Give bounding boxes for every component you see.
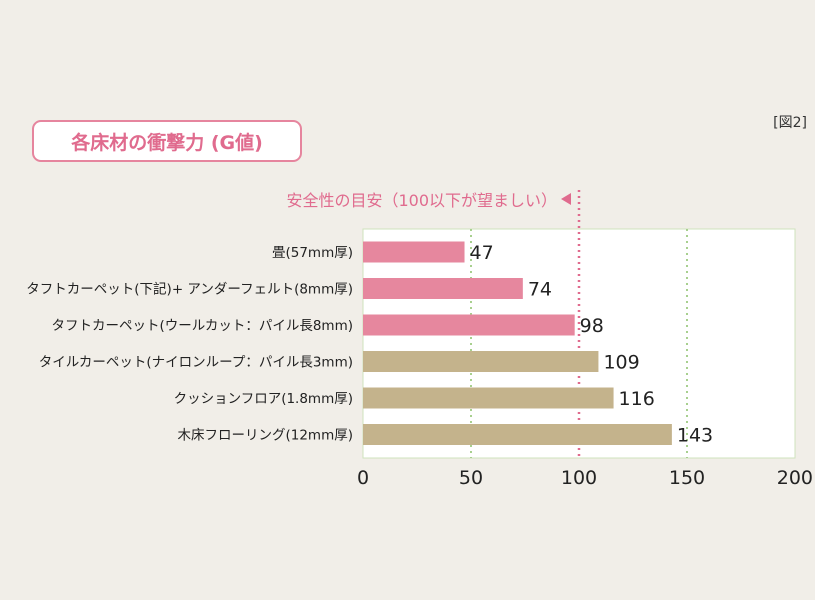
bar xyxy=(363,314,575,336)
x-tick-label: 50 xyxy=(459,467,483,489)
category-label: クッションフロア(1.8mm厚) xyxy=(174,391,353,407)
x-tick-label: 0 xyxy=(357,467,369,489)
reference-arrow-icon xyxy=(561,193,571,205)
bar xyxy=(363,241,465,263)
data-label: 47 xyxy=(470,242,494,264)
category-label: タフトカーペット(下記)+ アンダーフェルト(8mm厚) xyxy=(26,281,353,298)
chart-title: 各床材の衝撃力 (G値) xyxy=(32,120,302,162)
data-label: 116 xyxy=(619,388,655,410)
figure-label: [図2] xyxy=(773,115,807,131)
category-label: 木床フローリング(12mm厚) xyxy=(177,428,353,444)
category-label: 畳(57mm厚) xyxy=(272,245,353,261)
data-label: 98 xyxy=(580,315,604,337)
category-label: タフトカーペット(ウールカット：パイル長8mm) xyxy=(51,318,353,334)
bar xyxy=(363,278,523,299)
data-label: 74 xyxy=(528,279,552,301)
category-label: タイルカーペット(ナイロンループ：パイル長3mm) xyxy=(39,355,353,371)
x-tick-label: 200 xyxy=(777,467,813,489)
x-tick-label: 150 xyxy=(669,467,705,489)
data-label: 143 xyxy=(677,425,713,447)
reference-label: 安全性の目安（100以下が望ましい） xyxy=(286,191,557,210)
bar xyxy=(363,424,672,445)
x-tick-label: 100 xyxy=(561,467,597,489)
data-label: 109 xyxy=(603,352,639,374)
bar xyxy=(363,351,599,372)
bar xyxy=(363,387,614,409)
